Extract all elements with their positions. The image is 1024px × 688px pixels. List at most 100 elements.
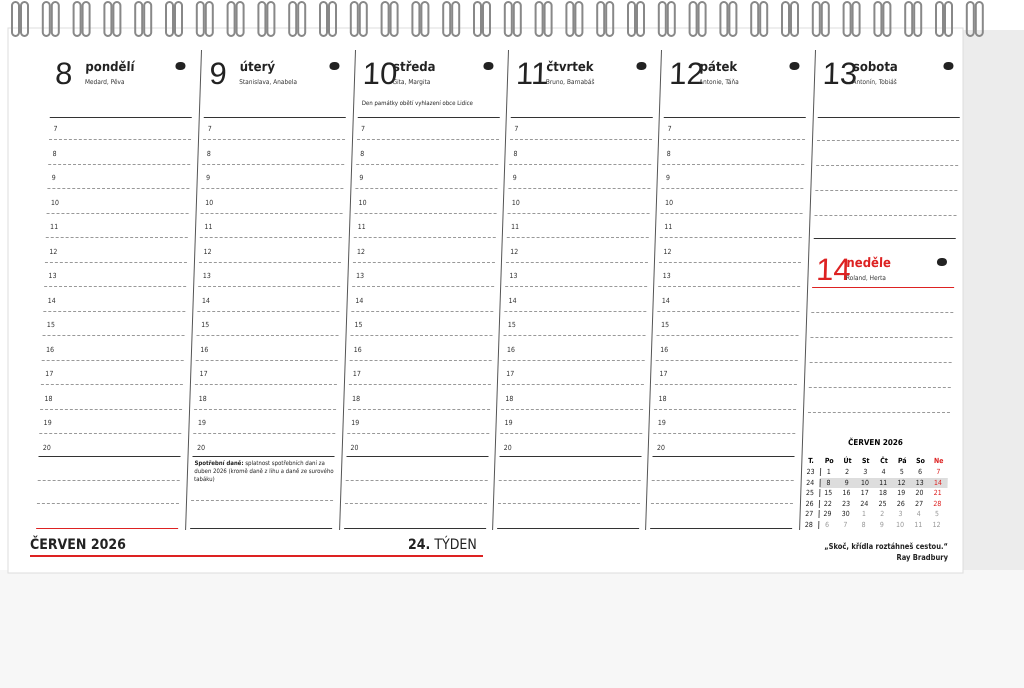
line xyxy=(42,335,185,336)
mini-cell: 23 xyxy=(841,499,851,508)
line xyxy=(653,433,796,434)
hour-label: 15 xyxy=(354,321,363,329)
spiral-ring xyxy=(143,1,153,37)
line xyxy=(353,237,496,238)
hour-label: 15 xyxy=(46,321,56,329)
hour-label: 20 xyxy=(196,443,206,452)
mini-cell: 8 xyxy=(861,520,866,529)
hour-label: 10 xyxy=(664,198,674,207)
rule xyxy=(343,528,486,529)
mini-cell: 10 xyxy=(895,520,905,529)
line xyxy=(509,163,652,165)
line xyxy=(41,359,184,361)
line xyxy=(49,139,192,140)
spiral-ring xyxy=(81,1,91,37)
line xyxy=(509,139,652,140)
day-column: 8 pondělí Medard, Pěva 7 8 9 10 11 12 13 14 15 16 17 1… xyxy=(32,50,194,530)
hour-label: 20 xyxy=(42,443,51,452)
mini-cell: 3 xyxy=(898,510,903,518)
line xyxy=(348,384,491,385)
hour-label: 16 xyxy=(353,345,362,354)
line xyxy=(809,362,952,363)
day-name: úterý xyxy=(239,60,276,75)
line xyxy=(44,286,187,287)
hour-label: 17 xyxy=(352,370,361,378)
spiral-ring xyxy=(790,1,799,37)
hour-label: 11 xyxy=(510,223,520,231)
hour-label: 10 xyxy=(50,198,60,207)
name-days: Antonín, Tobiáš xyxy=(852,78,897,86)
day-name: sobota xyxy=(852,60,899,75)
icon xyxy=(942,62,954,70)
spiral-ring xyxy=(882,1,892,37)
spiral-ring xyxy=(974,1,984,37)
spiral-ring xyxy=(820,1,830,37)
mini-cell: 5 xyxy=(899,468,905,476)
icon xyxy=(636,62,647,70)
hour-label: 8 xyxy=(52,149,57,158)
hour-label: 17 xyxy=(199,370,208,378)
mini-cell: 8 xyxy=(826,478,831,487)
mini-cell: 25 xyxy=(800,489,821,497)
quote-text: „Skoč, křídla roztáhneš cestou.“ xyxy=(824,542,948,551)
hour-label: 13 xyxy=(509,272,518,280)
line xyxy=(44,261,187,263)
line xyxy=(354,188,498,189)
footer-month: ČERVEN 2026 xyxy=(30,537,126,553)
hour-label: 14 xyxy=(201,296,211,305)
spiral-ring xyxy=(11,1,20,37)
line xyxy=(198,286,341,287)
spiral-ring xyxy=(20,1,29,37)
footer-week: 24. TÝDEN xyxy=(408,537,477,553)
spiral-ring xyxy=(728,1,738,37)
spiral-ring xyxy=(666,1,676,37)
line xyxy=(195,359,339,361)
rule xyxy=(650,528,793,529)
mini-cell: 4 xyxy=(881,468,886,476)
day-column: 13 sobota Antonín, Tobiáš 14 neděle Roland, H… xyxy=(798,50,962,530)
hour-label: 16 xyxy=(660,345,669,354)
line xyxy=(346,433,489,434)
line xyxy=(200,212,343,214)
rule xyxy=(497,528,640,529)
spiral-ring xyxy=(349,1,359,37)
line xyxy=(39,433,182,434)
hour-label: 13 xyxy=(355,272,365,280)
spiral-ring xyxy=(503,1,513,37)
line xyxy=(658,286,801,287)
hour-label: 16 xyxy=(45,345,55,354)
mini-header: Pá xyxy=(897,457,907,465)
spiral-ring xyxy=(605,1,615,37)
line xyxy=(498,480,641,481)
line xyxy=(354,212,497,214)
mini-cell: 11 xyxy=(914,520,923,529)
line xyxy=(191,500,334,501)
mini-cell: 6 xyxy=(917,468,923,476)
hour-label: 12 xyxy=(510,247,519,256)
spiral-ring xyxy=(935,1,944,37)
spiral-ring xyxy=(688,1,698,37)
spiral-ring xyxy=(319,1,328,37)
spiral-ring xyxy=(913,1,923,37)
spiral-ring xyxy=(288,1,298,37)
day-name: středa xyxy=(392,60,436,75)
mini-cell: 17 xyxy=(860,489,869,497)
name-days: Antonie, Táňa xyxy=(698,78,739,86)
spiral-ring xyxy=(420,1,430,37)
line xyxy=(503,335,646,336)
sheet xyxy=(7,27,964,574)
mini-header: Po xyxy=(824,457,834,465)
spiral-ring xyxy=(842,1,852,37)
quote-author: Ray Bradbury xyxy=(896,553,948,562)
line xyxy=(203,139,346,140)
mini-cell: 28 xyxy=(933,499,942,508)
hour-label: 12 xyxy=(49,247,58,256)
hour-label: 14 xyxy=(508,296,517,305)
line xyxy=(655,384,798,385)
name-days: Roland, Herta xyxy=(845,274,887,282)
mini-cell: 27 xyxy=(799,510,820,518)
day-column: 11 čtvrtek Bruno, Barnabáš 7 8 9 10 11 12 13 14 15 1… xyxy=(491,50,655,530)
line xyxy=(350,335,493,336)
hour-label: 11 xyxy=(49,223,59,231)
hour-label: 10 xyxy=(205,198,214,207)
